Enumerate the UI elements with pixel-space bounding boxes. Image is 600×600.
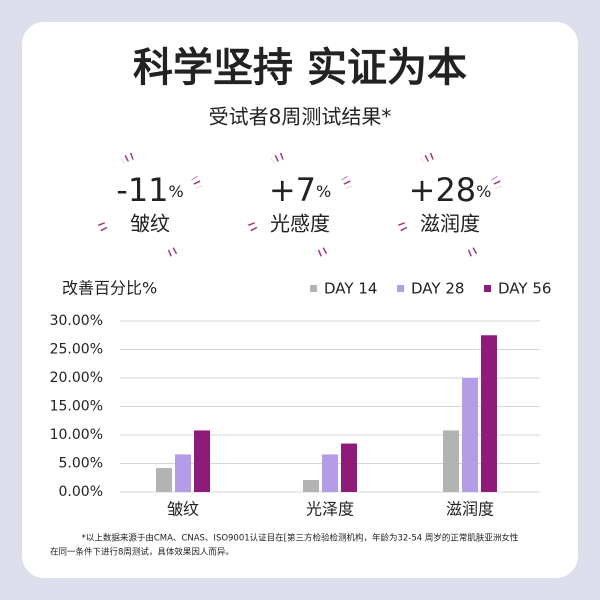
y-tick-label: 20.00% <box>50 370 103 386</box>
y-axis-title: 改善百分比% <box>62 279 157 298</box>
badge-unit: % <box>169 182 184 201</box>
legend-label: DAY 14 <box>324 280 377 298</box>
badge-ring-gap <box>393 148 507 262</box>
bar <box>175 454 191 492</box>
badge-number: -11 <box>116 171 168 209</box>
badge-label: 滋润度 <box>420 212 480 236</box>
y-tick-label: 5.00% <box>59 456 103 472</box>
badge-number: +7 <box>269 171 316 209</box>
y-tick-label: 25.00% <box>50 342 103 358</box>
y-tick-label: 10.00% <box>50 427 103 443</box>
badge-value: +28% <box>409 171 492 209</box>
legend-label: DAY 28 <box>411 280 464 298</box>
bar <box>462 378 478 492</box>
badge-unit: % <box>476 182 491 201</box>
badge-label: 皱纹 <box>130 212 170 236</box>
y-tick-label: 30.00% <box>50 313 103 329</box>
footnote: 在同一条件下进行8周测试，具体效果因人而异。 <box>50 547 234 558</box>
badge-number: +28 <box>409 171 477 209</box>
bar <box>156 468 172 492</box>
badge-ring-gap <box>243 148 357 262</box>
badge-label: 光感度 <box>270 212 330 236</box>
y-tick-label: 0.00% <box>59 484 103 500</box>
legend-swatch <box>484 285 491 292</box>
title: 科学坚持 实证为本 <box>133 45 467 91</box>
badge-ring-gap <box>93 148 207 262</box>
bar <box>481 335 497 492</box>
bar <box>322 454 338 492</box>
x-tick-label: 滋润度 <box>446 500 494 519</box>
bar <box>303 480 319 492</box>
legend-label: DAY 56 <box>498 280 551 298</box>
legend-swatch <box>397 285 404 292</box>
x-tick-label: 光泽度 <box>306 500 354 519</box>
x-tick-label: 皱纹 <box>167 500 199 519</box>
badge-value: +7% <box>269 171 331 209</box>
badge-value: -11% <box>116 171 183 209</box>
legend-swatch <box>310 285 317 292</box>
bar <box>443 430 459 492</box>
bar <box>194 430 210 492</box>
y-tick-label: 15.00% <box>50 399 103 415</box>
footnote: *以上数据来源于由CMA、CNAS、ISO9001认证目在[第三方检验检测机构，… <box>82 533 519 544</box>
bar <box>341 443 357 492</box>
subtitle: 受试者8周测试结果* <box>209 105 392 129</box>
badge-unit: % <box>316 182 331 201</box>
card <box>22 22 578 578</box>
